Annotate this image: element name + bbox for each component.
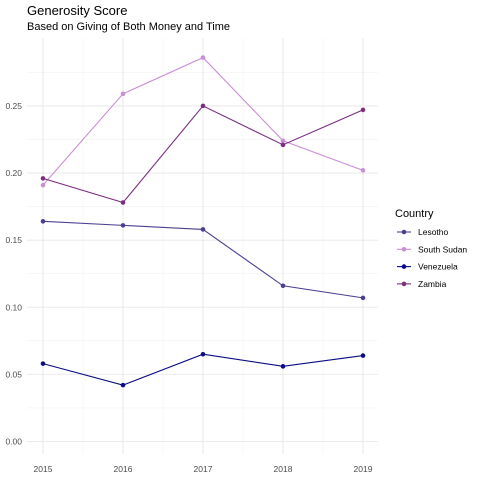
y-tick-label: 0.20 <box>5 168 22 178</box>
y-tick-label: 0.25 <box>5 101 22 111</box>
legend-swatch-point <box>401 247 407 252</box>
chart-title: Generosity Score <box>27 3 128 18</box>
legend-swatch-point <box>401 264 407 269</box>
data-point <box>200 55 206 60</box>
x-tick-label: 2017 <box>194 464 213 474</box>
data-point <box>200 103 206 109</box>
data-point <box>120 223 126 228</box>
x-tick-label: 2016 <box>114 464 133 474</box>
data-point <box>40 361 46 366</box>
data-point <box>360 168 366 173</box>
data-point <box>120 91 126 97</box>
data-point <box>120 200 126 205</box>
chart-subtitle: Based on Giving of Both Money and Time <box>27 21 231 33</box>
data-point <box>200 351 206 357</box>
x-tick-label: 2019 <box>354 464 373 474</box>
data-point <box>40 219 46 224</box>
data-point <box>280 283 286 289</box>
x-tick-label: 2018 <box>274 464 293 474</box>
legend-swatch-point <box>401 281 407 287</box>
data-point <box>200 227 206 232</box>
y-tick-label: 0.15 <box>5 235 22 245</box>
y-tick-label: 0.00 <box>5 437 22 447</box>
legend-label: Venezuela <box>418 262 458 272</box>
data-point <box>280 138 286 144</box>
legend-label: Lesotho <box>418 227 449 237</box>
legend-label: Zambia <box>418 279 447 289</box>
y-tick-label: 0.10 <box>5 302 22 312</box>
data-point <box>40 176 46 181</box>
data-point <box>280 364 286 369</box>
data-point <box>40 182 46 188</box>
legend-label: South Sudan <box>418 244 467 254</box>
x-tick-label: 2015 <box>34 464 53 474</box>
data-point <box>280 142 286 148</box>
legend-swatch-point <box>401 229 407 235</box>
data-point <box>360 295 366 301</box>
data-point <box>120 382 126 388</box>
data-point <box>360 107 366 113</box>
legend-title: Country <box>395 208 434 220</box>
y-tick-label: 0.05 <box>5 369 22 379</box>
data-point <box>360 353 366 358</box>
